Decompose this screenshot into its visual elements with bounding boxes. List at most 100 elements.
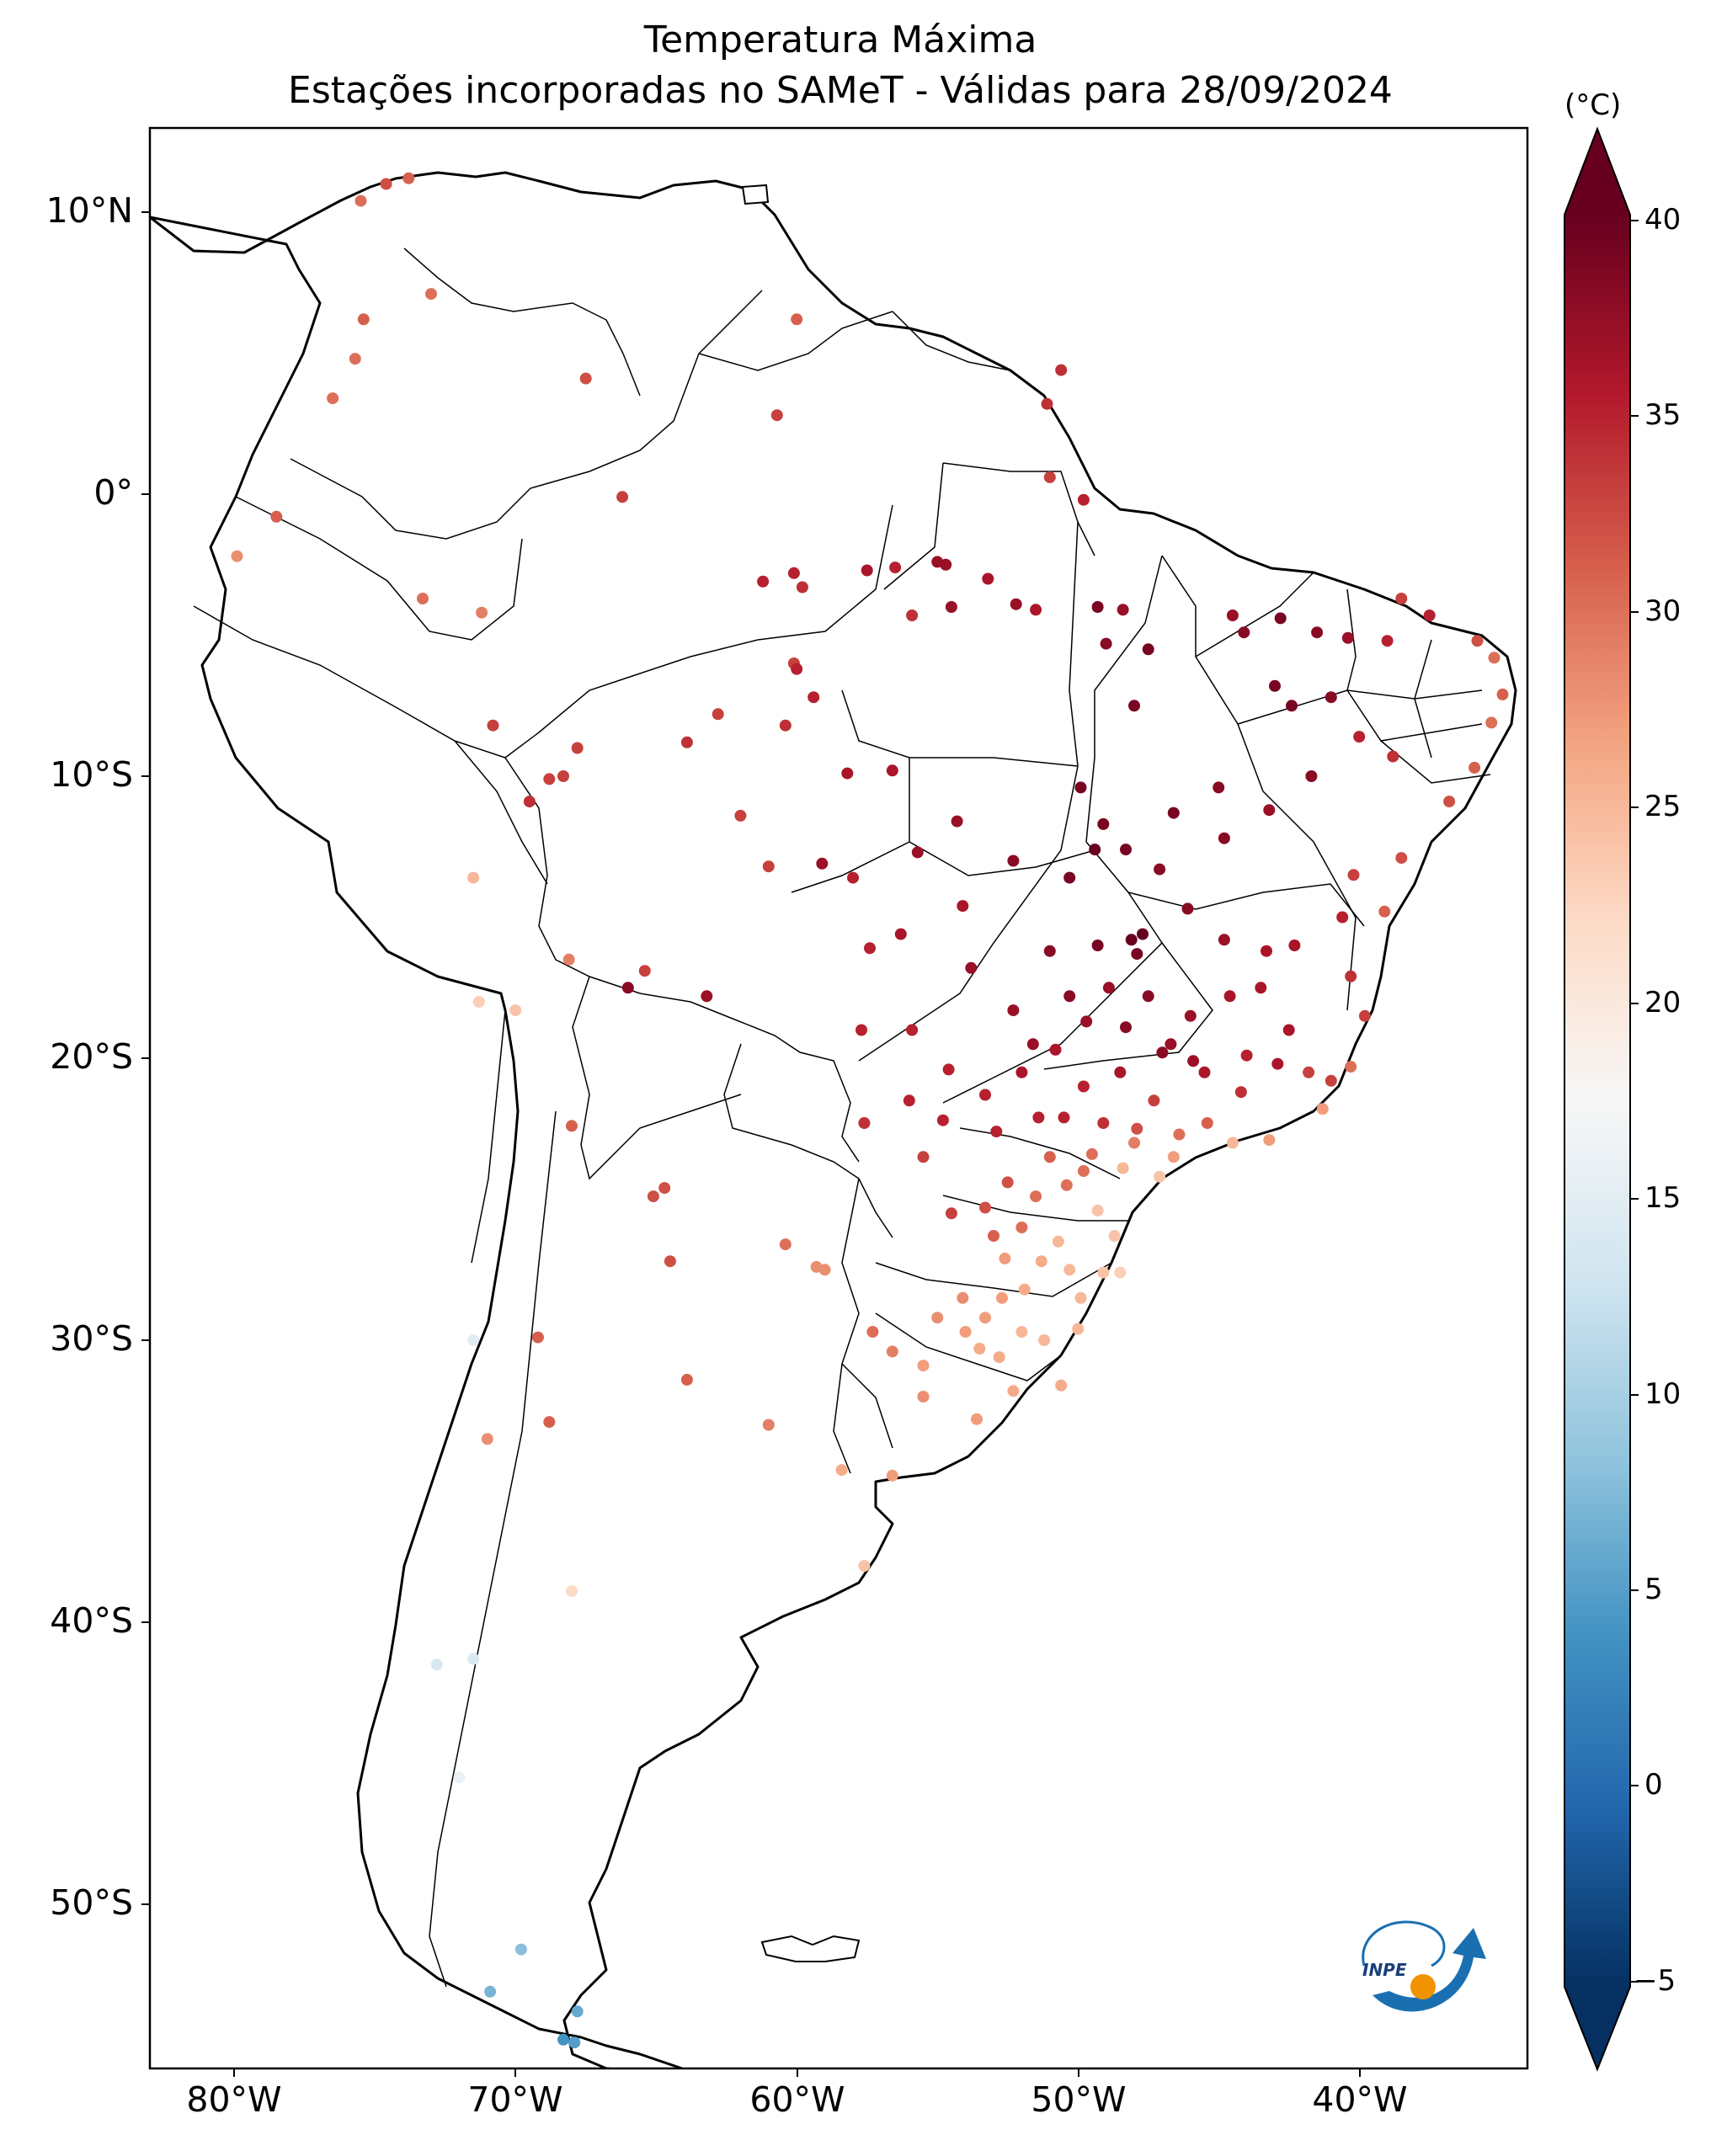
- station-marker: [1038, 1334, 1051, 1346]
- colorbar-tick-label: 30: [1644, 594, 1682, 628]
- station-marker: [951, 815, 963, 828]
- station-marker: [1055, 364, 1068, 376]
- station-marker: [664, 1255, 676, 1268]
- station-marker: [1120, 1021, 1132, 1034]
- colorbar-tick-label: 0: [1644, 1768, 1663, 1802]
- station-marker: [712, 708, 724, 721]
- station-marker: [1167, 807, 1180, 819]
- colorbar-tick-label: 10: [1644, 1377, 1682, 1411]
- station-marker: [568, 2036, 581, 2049]
- station-marker: [1001, 1176, 1014, 1189]
- station-marker: [993, 1351, 1005, 1364]
- station-marker: [402, 172, 415, 184]
- station-marker: [1097, 1117, 1110, 1129]
- station-marker: [979, 1312, 991, 1324]
- station-marker: [940, 558, 952, 571]
- station-marker: [1387, 750, 1399, 763]
- chart-title: Temperatura Máxima: [643, 19, 1037, 61]
- station-marker: [942, 1063, 955, 1076]
- station-marker: [1358, 1009, 1371, 1022]
- station-marker: [1226, 610, 1239, 621]
- station-marker: [523, 796, 536, 808]
- station-marker: [1091, 1204, 1104, 1216]
- station-marker: [1074, 781, 1087, 794]
- station-marker: [566, 1120, 578, 1132]
- station-marker: [349, 353, 361, 365]
- station-marker: [1120, 844, 1132, 856]
- station-marker: [270, 510, 283, 523]
- station-marker: [1043, 1151, 1056, 1163]
- station-marker: [1097, 1266, 1110, 1279]
- station-marker: [757, 575, 770, 588]
- station-marker: [762, 1419, 775, 1431]
- station-marker: [886, 1345, 898, 1358]
- station-marker: [658, 1182, 671, 1195]
- station-marker: [810, 1260, 823, 1273]
- station-marker: [936, 1114, 949, 1126]
- station-marker: [417, 593, 429, 604]
- station-marker: [1142, 990, 1154, 1003]
- station-marker: [1353, 731, 1366, 743]
- station-marker: [1148, 1094, 1160, 1107]
- logo-orbit-swoosh: [1362, 1920, 1446, 1967]
- station-marker: [1198, 1066, 1211, 1078]
- station-marker: [557, 770, 569, 782]
- station-marker: [861, 564, 873, 577]
- station-marker: [858, 1560, 871, 1572]
- station-marker: [886, 1469, 898, 1482]
- station-marker: [1137, 928, 1149, 940]
- station-marker: [1311, 626, 1324, 639]
- station-marker: [430, 1658, 443, 1671]
- station-marker: [1154, 863, 1166, 876]
- station-marker: [965, 961, 978, 974]
- station-marker: [1102, 982, 1115, 994]
- station-marker: [1165, 1038, 1177, 1051]
- logo-arrow-icon: [1373, 1928, 1486, 2012]
- station-marker: [1100, 637, 1112, 650]
- station-marker: [791, 313, 803, 326]
- lat-label-10s: 10°S: [50, 754, 133, 795]
- station-marker: [1128, 1137, 1140, 1149]
- station-marker: [1077, 1165, 1090, 1177]
- station-marker: [1063, 990, 1076, 1003]
- station-marker: [945, 1207, 957, 1220]
- station-marker: [1074, 1291, 1087, 1304]
- station-marker: [796, 581, 808, 594]
- station-marker: [1263, 804, 1276, 817]
- station-marker: [1080, 1015, 1093, 1028]
- station-marker: [327, 392, 339, 405]
- station-marker: [856, 1024, 867, 1036]
- station-marker: [354, 194, 367, 207]
- colorbar-tick-label: 5: [1644, 1573, 1663, 1606]
- station-marker: [1041, 397, 1053, 410]
- station-marker: [911, 846, 924, 859]
- station-marker: [1305, 770, 1318, 782]
- logo-text: INPE: [1362, 1960, 1407, 1980]
- station-marker: [906, 610, 919, 621]
- station-marker: [1443, 796, 1456, 808]
- colorbar-tick-label: 15: [1644, 1181, 1682, 1215]
- lon-label-40w: 40°W: [1312, 2079, 1408, 2120]
- station-marker: [1117, 604, 1129, 616]
- station-marker: [487, 719, 499, 732]
- station-marker: [1288, 940, 1301, 951]
- station-marker: [787, 567, 800, 579]
- station-marker: [621, 982, 634, 994]
- station-marker: [903, 1094, 915, 1107]
- station-marker: [1114, 1066, 1127, 1078]
- station-marker: [779, 1238, 792, 1251]
- station-marker: [638, 965, 651, 977]
- station-marker: [1218, 934, 1230, 946]
- station-marker: [1063, 1264, 1076, 1276]
- station-marker: [973, 1343, 986, 1355]
- lat-label-20s: 20°S: [50, 1036, 133, 1077]
- lon-label-50w: 50°W: [1031, 2079, 1127, 2120]
- station-marker: [1108, 1230, 1121, 1242]
- station-marker: [1097, 817, 1110, 830]
- station-marker: [1218, 832, 1230, 844]
- lat-label-10n: 10°N: [45, 190, 133, 231]
- station-marker: [1007, 854, 1020, 867]
- station-marker: [917, 1360, 930, 1372]
- station-marker: [472, 996, 485, 1008]
- station-marker: [484, 1985, 497, 1998]
